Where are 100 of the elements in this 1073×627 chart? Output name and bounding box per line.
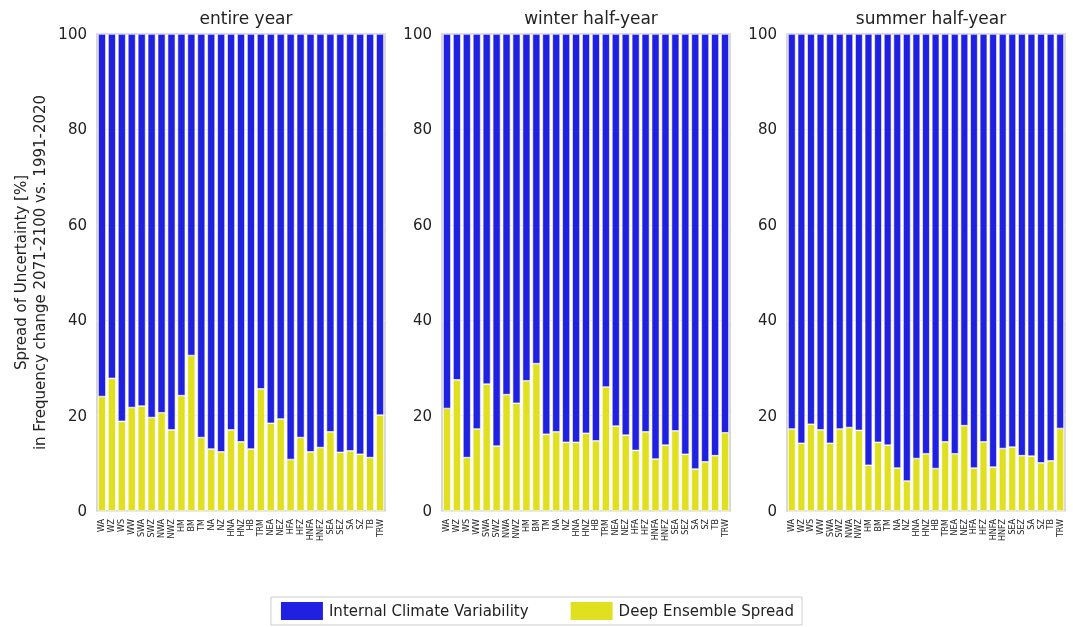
- x-tick-label: NEA: [950, 518, 960, 536]
- x-tick-label: HM: [863, 518, 873, 532]
- x-tick-label: WS: [462, 519, 472, 532]
- x-tick-label: HNFZ: [998, 518, 1008, 542]
- x-tick-label: HNZ: [581, 518, 591, 537]
- x-tick-label: SWZ: [492, 518, 502, 538]
- x-tick-label: HB: [931, 519, 941, 531]
- x-tick-label: WS: [806, 519, 816, 532]
- x-tick-label: NEZ: [276, 518, 286, 536]
- x-tick-label: HFZ: [979, 518, 989, 536]
- x-tick-label: SEZ: [335, 518, 345, 535]
- legend-label: Deep Ensemble Spread: [618, 602, 795, 620]
- x-tick-label: TRM: [601, 518, 611, 538]
- x-tick-label: WS: [117, 519, 127, 532]
- x-tick-label: NWA: [844, 518, 854, 538]
- x-tick-label: NZ: [902, 518, 912, 531]
- x-tick-label: NA: [206, 518, 216, 531]
- x-tick-label: HFA: [286, 518, 296, 535]
- x-tick-label: HFZ: [641, 518, 651, 536]
- x-tick-label: WW: [472, 518, 482, 535]
- x-tick-label: SZ: [1036, 518, 1046, 530]
- x-tick-label: HFA: [969, 518, 979, 535]
- x-tick-label: HNA: [571, 518, 581, 537]
- x-tick-label: HB: [591, 519, 601, 531]
- x-tick-label: TRM: [256, 518, 266, 538]
- x-tick-label: HNA: [911, 518, 921, 537]
- x-tick-label: HNFA: [988, 518, 998, 541]
- x-tick-label: WZ: [796, 518, 806, 533]
- y-axis-title: Spread of Uncertainty [%] in Frequency change 2071-2100 vs. 1991-2020: [11, 94, 49, 451]
- x-tick-label: TM: [883, 518, 893, 532]
- x-tick-label: HFA: [631, 518, 641, 535]
- x-tick-label: TB: [365, 519, 375, 531]
- x-tick-label: TRW: [720, 518, 730, 539]
- x-tick-label: WW: [816, 518, 826, 535]
- y-tick-label: 20: [67, 406, 87, 425]
- x-tick-label: BM: [186, 518, 196, 532]
- y-tick-label: 20: [757, 406, 777, 425]
- x-tick-label: NWZ: [511, 518, 521, 539]
- x-tick-label: SWA: [482, 518, 492, 538]
- chart-title: entire year: [199, 7, 293, 28]
- x-tick-label: SWA: [825, 518, 835, 538]
- x-tick-label: BM: [873, 518, 883, 532]
- x-tick-label: NA: [892, 518, 902, 531]
- y-tick-label: 60: [67, 215, 87, 234]
- y-tick-label: 80: [412, 120, 432, 139]
- x-tick-label: SWA: [137, 518, 147, 538]
- x-tick-label: HNZ: [921, 518, 931, 537]
- chart-title: summer half-year: [855, 7, 1007, 28]
- x-tick-label: SEA: [325, 518, 335, 535]
- x-tick-label: NWA: [502, 518, 512, 538]
- y-tick-label: 100: [748, 25, 777, 43]
- x-tick-label: SA: [1026, 518, 1036, 530]
- x-tick-label: TM: [541, 518, 551, 532]
- x-tick-label: TRM: [940, 518, 950, 538]
- x-tick-label: WZ: [452, 518, 462, 533]
- x-tick-label: WZ: [107, 518, 117, 533]
- x-tick-label: SA: [690, 518, 700, 530]
- x-tick-label: SA: [345, 518, 355, 530]
- y-tick-label: 40: [67, 311, 87, 330]
- y-tick-label: 0: [422, 502, 432, 520]
- x-tick-label: SEZ: [1017, 518, 1027, 535]
- x-tick-label: HNA: [226, 518, 236, 537]
- y-tick-label: 40: [757, 311, 777, 330]
- y-tick-label: 0: [77, 502, 87, 520]
- x-tick-label: SEZ: [680, 518, 690, 535]
- x-tick-label: TM: [196, 518, 206, 532]
- x-tick-label: NWZ: [166, 518, 176, 539]
- chart-title: winter half-year: [524, 7, 658, 28]
- x-tick-label: SZ: [700, 518, 710, 530]
- y-tick-label: 20: [412, 406, 432, 425]
- x-tick-label: NA: [551, 518, 561, 531]
- x-tick-label: SWZ: [147, 518, 157, 538]
- x-tick-label: HNFZ: [315, 518, 325, 542]
- x-tick-label: NEA: [611, 518, 621, 536]
- x-tick-label: HNFA: [651, 518, 661, 541]
- x-tick-label: NWZ: [854, 518, 864, 539]
- x-tick-label: TB: [710, 519, 720, 531]
- x-tick-label: SEA: [670, 518, 680, 535]
- legend-label: Internal Climate Variability: [328, 602, 529, 620]
- x-tick-label: TRW: [1055, 518, 1065, 539]
- y-tick-label: 0: [767, 502, 777, 520]
- x-tick-label: WW: [127, 518, 137, 535]
- x-tick-label: NZ: [561, 518, 571, 531]
- y-tick-label: 60: [757, 215, 777, 234]
- x-tick-label: HFZ: [296, 518, 306, 536]
- x-tick-label: HB: [246, 519, 256, 531]
- x-tick-label: WA: [97, 518, 107, 532]
- x-tick-label: SEA: [1007, 518, 1017, 535]
- y-tick-label: 100: [58, 25, 87, 43]
- x-tick-label: SZ: [355, 518, 365, 530]
- y-tick-label: 40: [412, 311, 432, 330]
- x-tick-label: HNFA: [306, 518, 316, 541]
- y-tick-label: 80: [67, 120, 87, 139]
- x-tick-label: NZ: [216, 518, 226, 531]
- x-tick-label: WA: [787, 518, 797, 532]
- x-tick-label: TB: [1046, 519, 1056, 531]
- x-tick-label: NEA: [266, 518, 276, 536]
- x-tick-label: HM: [176, 518, 186, 532]
- x-tick-label: HNFZ: [660, 518, 670, 542]
- y-tick-label: 60: [412, 215, 432, 234]
